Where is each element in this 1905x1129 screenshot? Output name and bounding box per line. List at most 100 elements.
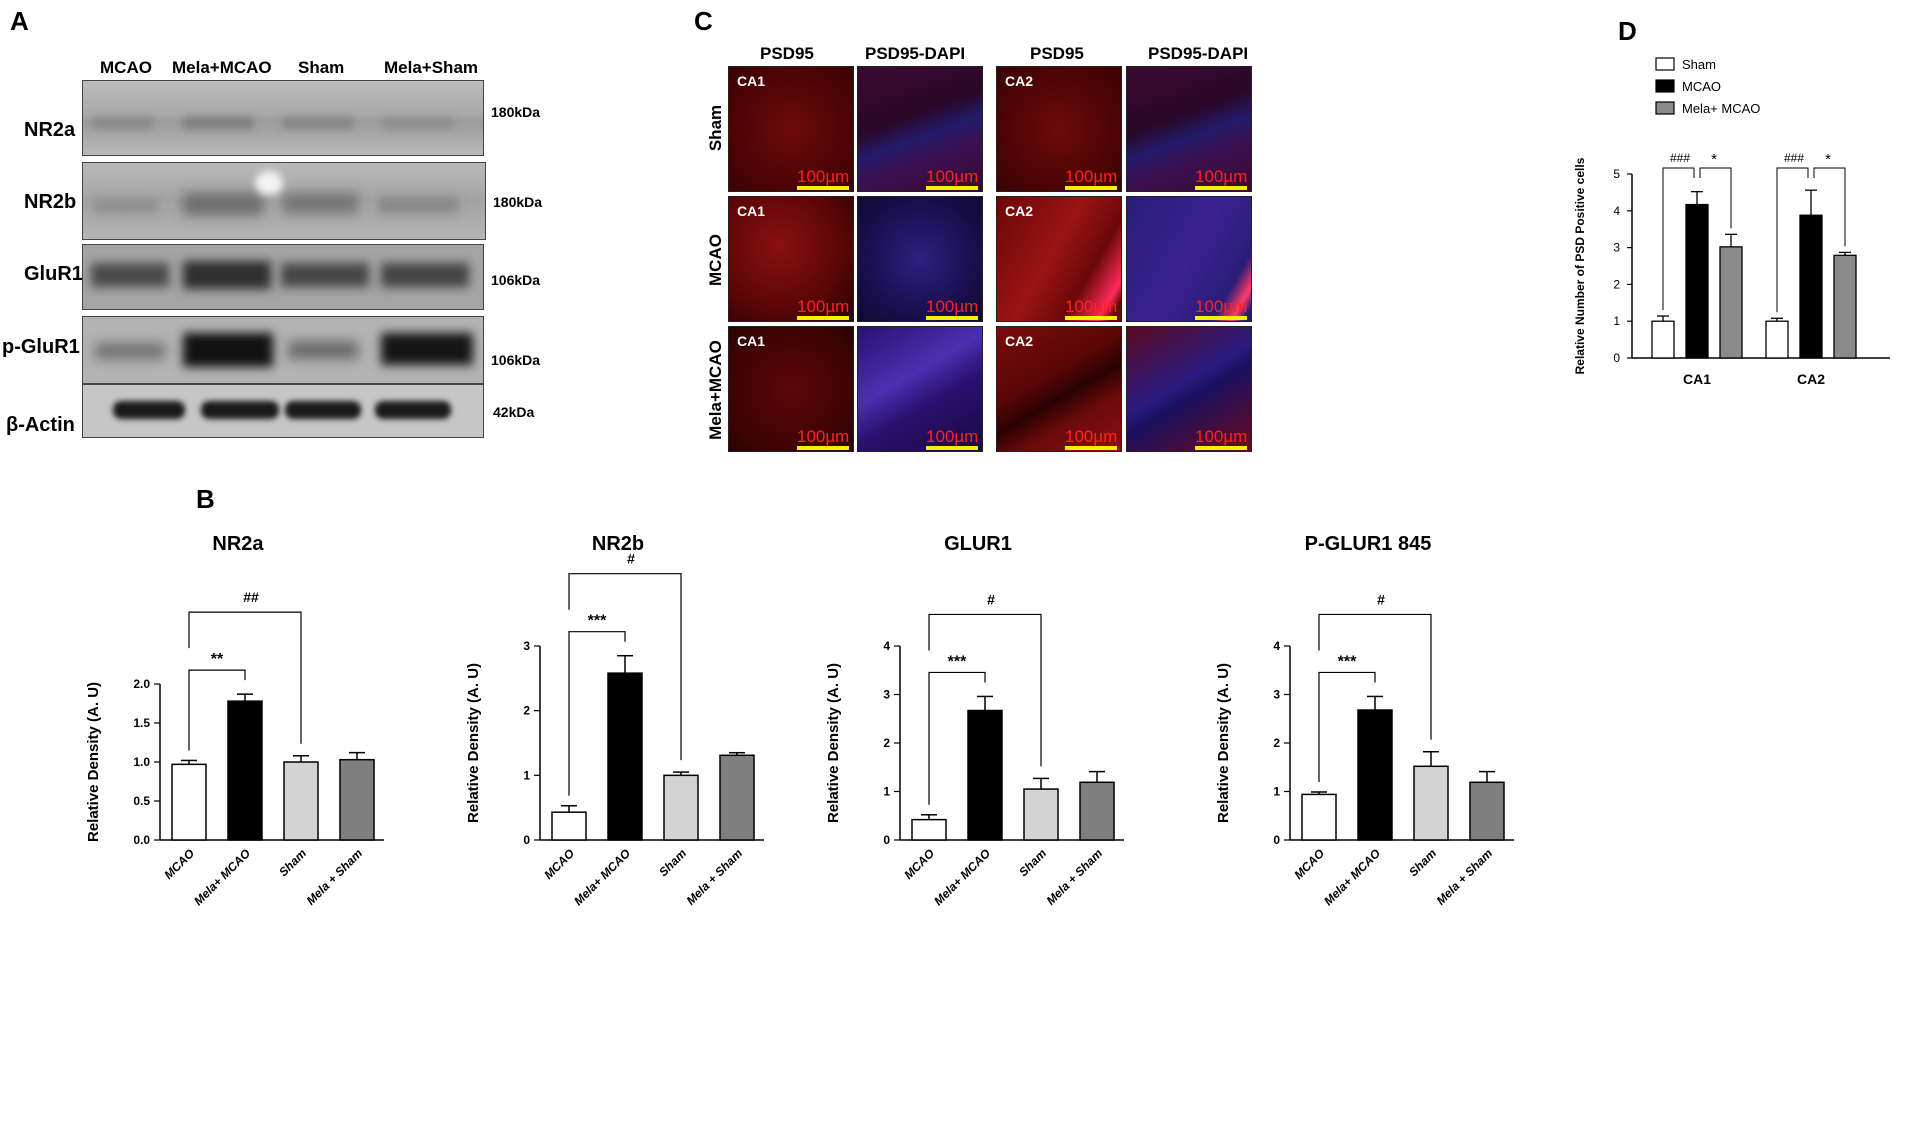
- y-tick-label: 1.0: [133, 755, 150, 769]
- blot-kda-glur1: 106kDa: [491, 272, 541, 288]
- y-axis-label: Relative Density (A. U): [1215, 663, 1232, 823]
- y-tick-label: 2: [523, 704, 530, 718]
- lane-label-sham: Sham: [298, 58, 345, 77]
- lane-label-mela-mcao: Mela+MCAO: [172, 58, 272, 77]
- bar: [227, 700, 263, 841]
- y-tick-label: 1.5: [133, 716, 150, 730]
- micrograph-r2-c3: CA2 100µm: [996, 196, 1122, 322]
- x-tick-label: Mela+ MCAO: [1321, 846, 1383, 908]
- legend-swatch: [1655, 79, 1675, 93]
- micrograph-r1-c1: CA1 100µm: [728, 66, 854, 192]
- micrograph-r1-c2: 100µm: [857, 66, 983, 192]
- x-tick-label: CA1: [1683, 371, 1711, 387]
- region-label: CA1: [737, 73, 766, 89]
- micrograph-r3-c4: 100µm: [1126, 326, 1252, 452]
- micrograph-r3-c2: 100µm: [857, 326, 983, 452]
- legend-swatch: [1655, 101, 1675, 115]
- lane-label-mcao: MCAO: [100, 58, 152, 77]
- x-tick-label: Mela + Sham: [1044, 846, 1106, 908]
- y-tick-label: 4: [883, 639, 890, 653]
- chart-title: GLUR1: [944, 533, 1012, 555]
- significance-label: *: [1711, 151, 1717, 168]
- bar: [1357, 709, 1393, 841]
- x-tick-label: MCAO: [1291, 846, 1327, 882]
- bar: [1023, 788, 1059, 841]
- y-tick-label: 3: [883, 688, 890, 702]
- scale-bar-label: 100µm: [797, 427, 850, 446]
- significance-bracket: [928, 671, 986, 805]
- x-tick-label: CA2: [1797, 371, 1825, 387]
- bar: [1079, 781, 1115, 841]
- col-header-psd95-dapi-right: PSD95-DAPI: [1148, 44, 1249, 63]
- x-tick-label: MCAO: [161, 846, 197, 882]
- col-header-psd95-dapi-left: PSD95-DAPI: [865, 44, 966, 63]
- bar: [1833, 254, 1857, 359]
- bar: [171, 763, 207, 841]
- y-tick-label: 0: [1613, 351, 1620, 365]
- x-tick-label: Mela + Sham: [304, 846, 366, 908]
- row-header-mcao: MCAO: [706, 234, 725, 286]
- significance-bracket: [568, 631, 626, 796]
- scale-bar-label: 100µm: [1195, 427, 1248, 446]
- y-tick-label: 1: [1273, 785, 1280, 799]
- scale-bar-label: 100µm: [1195, 167, 1248, 186]
- bar: [1685, 203, 1709, 359]
- significance-label: ***: [1338, 653, 1357, 670]
- blot-label-actin: β-Actin: [6, 414, 75, 436]
- significance-label: *: [1825, 151, 1831, 168]
- x-tick-label: MCAO: [901, 846, 937, 882]
- x-tick-label: Mela+ MCAO: [931, 846, 993, 908]
- significance-bracket: [1776, 167, 1809, 313]
- scale-bar-label: 100µm: [1065, 297, 1118, 316]
- bar: [551, 811, 587, 841]
- panel-label-d: D: [1618, 16, 1637, 46]
- bar: [967, 709, 1003, 841]
- chart-title: P-GLUR1 845: [1305, 533, 1432, 555]
- significance-bracket: [928, 613, 1042, 767]
- significance-bracket: [1662, 167, 1695, 311]
- micrograph-r3-c1: CA1 100µm: [728, 326, 854, 452]
- scale-bar: [1065, 186, 1117, 190]
- y-tick-label: 0.0: [133, 833, 150, 847]
- region-label: CA2: [1005, 73, 1034, 89]
- y-tick-label: 3: [523, 639, 530, 653]
- region-label: CA1: [737, 333, 766, 349]
- col-header-psd95-right: PSD95: [1030, 44, 1084, 63]
- significance-bracket: [1813, 167, 1846, 247]
- chart-nr2a: NR2a 0.0 0.5 1.0 1.5 2.0 Relative Density (A. …: [85, 533, 384, 908]
- scale-bar: [926, 446, 978, 450]
- x-tick-label: Mela + Sham: [1434, 846, 1496, 908]
- blot-label-glur1: GluR1: [24, 263, 83, 285]
- chart-d-psd-positive: Sham MCAO Mela+ MCAO 0 1 2 3 4 5 Relative Number …: [1573, 57, 1890, 387]
- scale-bar: [1195, 446, 1247, 450]
- panel-label-c: C: [694, 6, 713, 36]
- y-tick-label: 2: [1273, 736, 1280, 750]
- blot-kda-pglur1: 106kDa: [491, 352, 541, 368]
- bar: [663, 774, 699, 841]
- scale-bar-label: 100µm: [1065, 167, 1118, 186]
- scale-bar: [797, 316, 849, 320]
- lane-label-mela-sham: Mela+Sham: [384, 58, 479, 77]
- significance-label: #: [627, 551, 635, 567]
- scale-bar: [926, 316, 978, 320]
- legend-label: Sham: [1682, 57, 1716, 72]
- x-tick-label: Mela+ MCAO: [571, 846, 633, 908]
- bar: [719, 754, 755, 841]
- blot-strip-glur1: [82, 244, 484, 310]
- scale-bar-label: 100µm: [926, 167, 979, 186]
- y-tick-label: 3: [1273, 688, 1280, 702]
- micrograph-r1-c4: 100µm: [1126, 66, 1252, 192]
- y-tick-label: 4: [1273, 639, 1280, 653]
- significance-bracket: [188, 611, 302, 744]
- significance-bracket: [188, 669, 246, 751]
- x-tick-label: Sham: [276, 846, 309, 879]
- region-label: CA2: [1005, 203, 1034, 219]
- chart-title: NR2b: [592, 533, 644, 555]
- significance-bracket: [568, 573, 682, 761]
- blot-strip-nr2b: [82, 162, 486, 240]
- y-tick-label: 2: [1613, 277, 1620, 291]
- bar: [607, 672, 643, 841]
- bar: [1413, 765, 1449, 841]
- bar: [1469, 781, 1505, 841]
- y-tick-label: 5: [1613, 167, 1620, 181]
